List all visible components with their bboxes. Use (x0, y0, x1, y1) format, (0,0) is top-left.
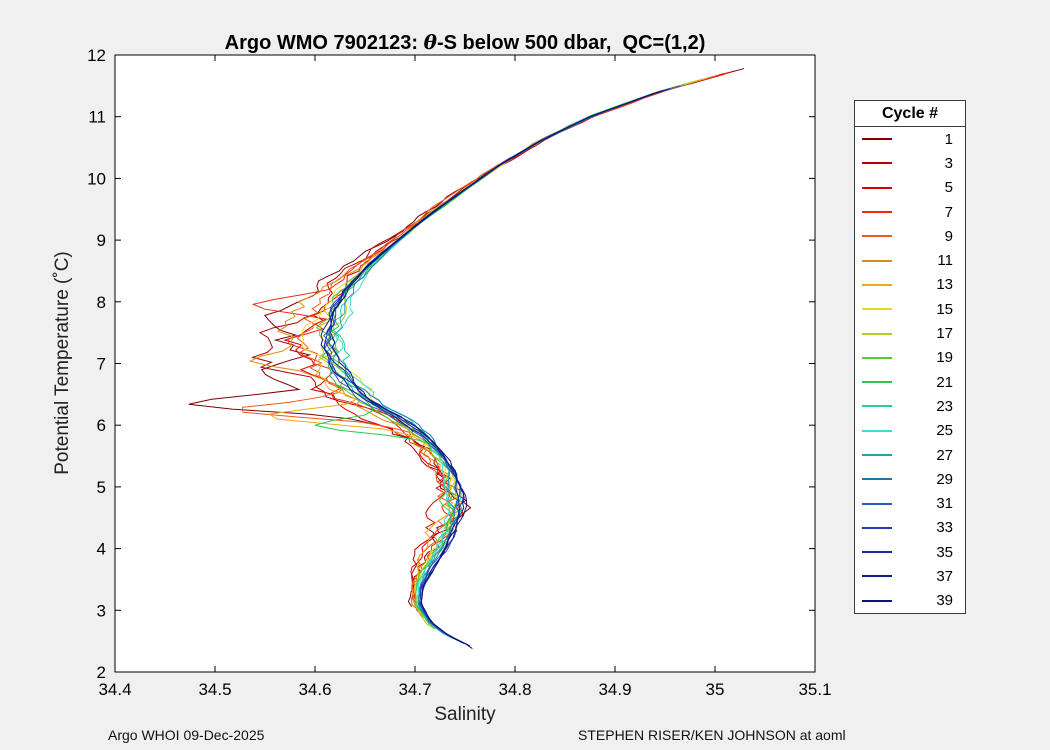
legend-entry-cycle-27: 27 (855, 443, 965, 467)
legend-cycle-label: 7 (944, 203, 953, 221)
profile-line-cycle-9 (241, 76, 714, 615)
legend-cycle-label: 29 (936, 470, 953, 488)
y-tick-label: 4 (97, 540, 106, 559)
legend-entry-cycle-29: 29 (855, 467, 965, 491)
legend-line-sample (862, 235, 892, 238)
legend-entries: 1 3 5 7 9 11 13 15 17 19 21 23 25 27 29 31 33 35 37 39 (855, 127, 965, 613)
y-tick-label: 8 (97, 293, 106, 312)
legend-entry-cycle-37: 37 (855, 564, 965, 588)
legend-entry-cycle-33: 33 (855, 516, 965, 540)
legend-line-sample (862, 332, 892, 335)
legend-cycle-label: 19 (936, 349, 953, 367)
legend-entry-cycle-13: 13 (855, 273, 965, 297)
legend-cycle-label: 39 (936, 592, 953, 610)
legend-entry-cycle-19: 19 (855, 346, 965, 370)
legend-line-sample (862, 502, 892, 505)
legend-cycle-label: 37 (936, 567, 953, 585)
legend-line-sample (862, 381, 892, 384)
legend-title: Cycle # (855, 101, 965, 127)
legend-entry-cycle-15: 15 (855, 297, 965, 321)
y-tick-label: 7 (97, 355, 106, 374)
legend-line-sample (862, 551, 892, 554)
legend-cycle-label: 3 (944, 154, 953, 172)
legend-line-sample (862, 575, 892, 578)
legend-entry-cycle-35: 35 (855, 540, 965, 564)
legend-line-sample (862, 162, 892, 165)
legend-cycle-label: 33 (936, 519, 953, 537)
legend-cycle-label: 25 (936, 422, 953, 440)
legend-entry-cycle-31: 31 (855, 491, 965, 515)
legend-cycle-label: 1 (944, 130, 953, 148)
legend-entry-cycle-25: 25 (855, 419, 965, 443)
x-tick-label: 35.1 (798, 680, 831, 699)
legend-entry-cycle-21: 21 (855, 370, 965, 394)
x-axis-label: Salinity (434, 704, 496, 725)
plot-title: Argo WMO 7902123: θ-S below 500 dbar, QC… (225, 30, 706, 55)
x-tick-label: 34.9 (598, 680, 631, 699)
legend-cycle-label: 11 (937, 252, 953, 270)
footer-right-annotation: STEPHEN RISER/KEN JOHNSON at aoml (578, 727, 846, 743)
legend-cycle-label: 21 (936, 373, 953, 391)
legend-line-sample (862, 599, 892, 602)
legend-line-sample (862, 526, 892, 529)
legend-cycle-label: 15 (936, 300, 953, 318)
legend-entry-cycle-5: 5 (855, 176, 965, 200)
x-tick-label: 34.8 (498, 680, 531, 699)
legend-cycle-label: 23 (936, 397, 953, 415)
legend-entry-cycle-9: 9 (855, 224, 965, 248)
y-tick-label: 6 (97, 416, 106, 435)
legend-line-sample (862, 138, 892, 141)
legend-line-sample (862, 478, 892, 481)
legend-line-sample (862, 308, 892, 311)
y-tick-label: 10 (87, 169, 106, 188)
x-tick-label: 34.5 (198, 680, 231, 699)
y-tick-label: 3 (97, 601, 106, 620)
legend-line-sample (862, 356, 892, 359)
x-tick-label: 34.7 (398, 680, 431, 699)
legend-line-sample (862, 259, 892, 262)
legend-entry-cycle-11: 11 (855, 248, 965, 272)
x-tick-label: 35 (706, 680, 725, 699)
footer-left-annotation: Argo WHOI 09-Dec-2025 (108, 727, 265, 743)
y-axis-label: Potential Temperature (˚C) (52, 251, 73, 475)
legend-entry-cycle-17: 17 (855, 321, 965, 345)
legend-line-sample (862, 211, 892, 214)
profile-line-cycle-21 (314, 84, 686, 633)
legend-line-sample (862, 429, 892, 432)
plot-area (115, 55, 815, 672)
y-tick-label: 5 (97, 478, 106, 497)
legend-line-sample (862, 405, 892, 408)
legend-entry-cycle-23: 23 (855, 394, 965, 418)
legend-cycle-label: 31 (936, 495, 953, 513)
legend-cycle-label: 27 (936, 446, 953, 464)
y-tick-label: 11 (88, 108, 106, 127)
legend: Cycle # 1 3 5 7 9 11 13 15 17 19 21 23 25 27 29 31 33 35 3… (854, 100, 966, 614)
x-tick-label: 34.6 (298, 680, 331, 699)
y-tick-label: 2 (97, 663, 106, 682)
legend-cycle-label: 17 (936, 325, 953, 343)
legend-cycle-label: 35 (936, 543, 953, 561)
legend-cycle-label: 9 (944, 227, 953, 245)
legend-line-sample (862, 283, 892, 286)
legend-entry-cycle-7: 7 (855, 200, 965, 224)
plot-title-prefix: Argo WMO 7902123: (224, 32, 424, 54)
legend-cycle-label: 13 (936, 276, 953, 294)
legend-cycle-label: 5 (944, 179, 953, 197)
y-tick-label: 9 (97, 231, 106, 250)
theta-symbol: θ (423, 30, 437, 54)
legend-line-sample (862, 454, 892, 456)
legend-entry-cycle-3: 3 (855, 151, 965, 175)
plot-title-suffix: -S below 500 dbar, QC=(1,2) (436, 32, 706, 54)
legend-entry-cycle-1: 1 (855, 127, 965, 151)
profile-line-cycle-39 (330, 90, 663, 649)
y-tick-label: 12 (87, 46, 106, 65)
legend-entry-cycle-39: 39 (855, 589, 965, 613)
legend-line-sample (862, 186, 892, 189)
x-tick-label: 34.4 (98, 680, 131, 699)
